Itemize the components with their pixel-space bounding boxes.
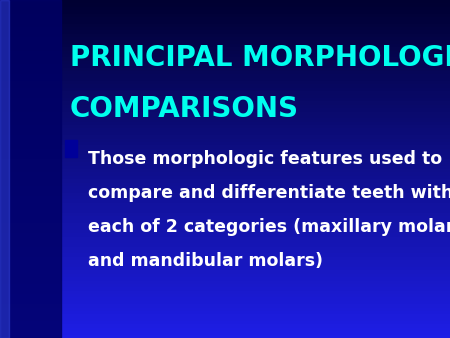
Text: and mandibular molars): and mandibular molars) [88, 252, 323, 270]
Text: COMPARISONS: COMPARISONS [70, 95, 299, 123]
Bar [0, 0, 61, 338]
Bar [0, 0, 9, 338]
Bar [65, 140, 77, 157]
Text: Those morphologic features used to: Those morphologic features used to [88, 150, 442, 168]
Text: each of 2 categories (maxillary molars: each of 2 categories (maxillary molars [88, 218, 450, 236]
Text: PRINCIPAL MORPHOLOGIC: PRINCIPAL MORPHOLOGIC [70, 44, 450, 72]
Text: compare and differentiate teeth within: compare and differentiate teeth within [88, 184, 450, 202]
